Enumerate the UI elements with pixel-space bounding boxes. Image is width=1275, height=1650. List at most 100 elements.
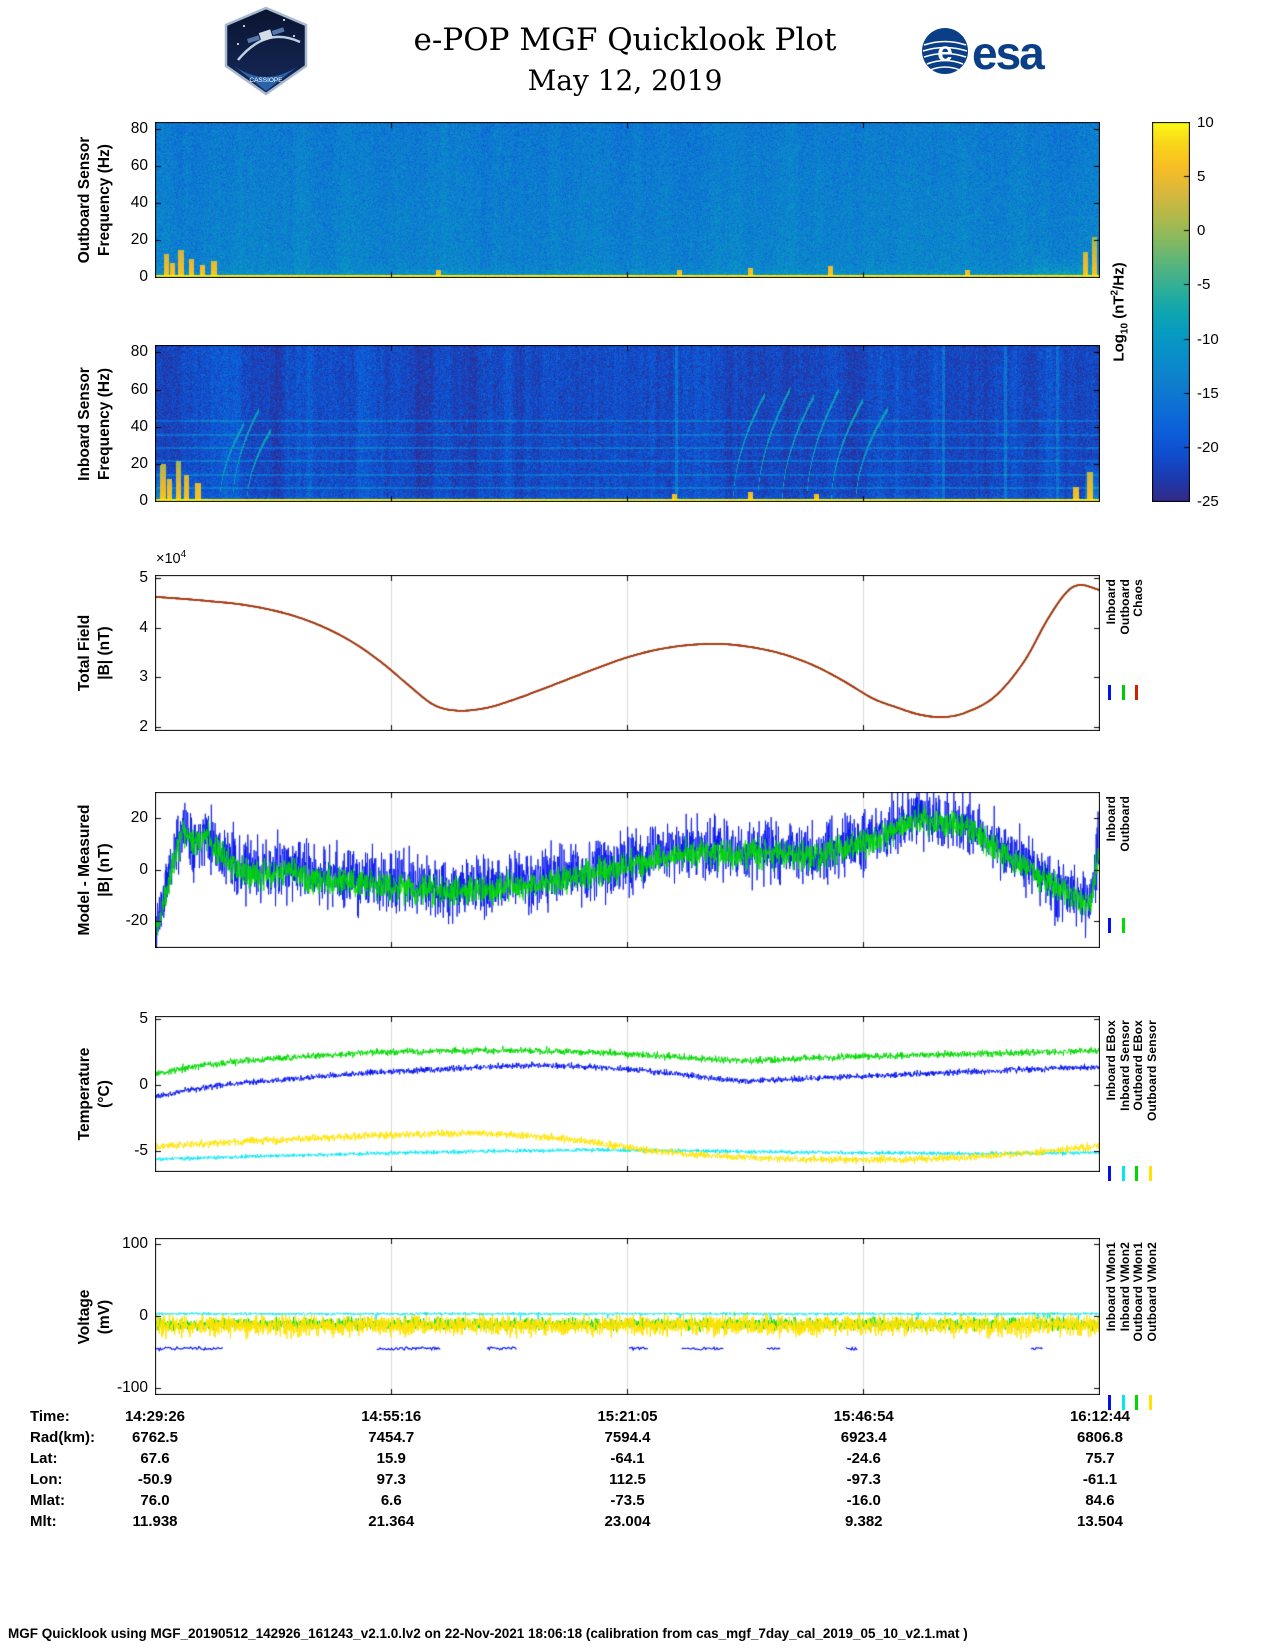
y-axis-label-line: (°C) (96, 1080, 113, 1108)
y-axis-label: Outboard Sensor Frequency (Hz) (75, 137, 115, 264)
temperature-panel (155, 1016, 1100, 1172)
legend-marker (1108, 1166, 1111, 1181)
legend-marker (1121, 1166, 1125, 1181)
legend-label: Inboard EBox (1104, 1020, 1118, 1101)
legend-label: Outboard (1117, 796, 1132, 852)
inboard-spectrogram-canvas (155, 345, 1100, 502)
legend-label: Outboard VMon2 (1144, 1242, 1159, 1342)
esa-globe-icon: e (922, 28, 968, 74)
axis-row-value: 6806.8 (1077, 1429, 1123, 1446)
colorbar-tick-label: 10 (1197, 114, 1214, 131)
legend-label: Inboard VMon1 (1104, 1242, 1118, 1332)
axis-row-label: Rad(km): (30, 1429, 96, 1446)
y-axis-label-line: (mV) (96, 1299, 113, 1334)
esa-logo: e esa (922, 27, 1047, 79)
colorbar-tick-label: -15 (1197, 384, 1219, 402)
axis-row-value: 23.004 (604, 1513, 651, 1530)
y-tick-label: -5 (134, 1142, 148, 1160)
axis-row-value: 15:46:54 (833, 1408, 894, 1425)
axis-row-value: -97.3 (846, 1471, 881, 1488)
legend-label: Inboard (1104, 796, 1118, 842)
y-axis-label: Voltage (mV) (75, 1289, 115, 1344)
colorbar-canvas (1152, 122, 1190, 502)
exponent-prefix: ×10 (156, 550, 181, 567)
colorbar-label-pre: Log (1110, 334, 1128, 362)
legend-marker (1121, 685, 1125, 700)
processing-footnote: MGF Quicklook using MGF_20190512_142926_… (8, 1626, 968, 1641)
voltage-canvas (155, 1238, 1100, 1395)
legend-label: Outboard EBox (1131, 1020, 1145, 1111)
axis-row-value: 14:29:26 (124, 1408, 186, 1425)
legend-marker (1135, 1166, 1138, 1181)
axis-row-value: 11.938 (132, 1513, 178, 1530)
colorbar-tick-label: -10 (1197, 330, 1219, 348)
title-block: e-POP MGF Quicklook Plot May 12, 2019 (0, 22, 1250, 97)
y-tick-label: 20 (130, 231, 148, 249)
legend-label: Outboard (1117, 579, 1132, 635)
legend-marker (1148, 1166, 1152, 1181)
colorbar (1152, 122, 1190, 502)
y-axis-label-line: Inboard Sensor (76, 366, 93, 481)
y-tick-label: -20 (125, 912, 148, 930)
y-tick-label: 3 (139, 668, 148, 686)
total-field-panel (155, 575, 1100, 731)
axis-row-value: 67.6 (140, 1450, 170, 1467)
colorbar-label-sub: 10 (1119, 322, 1131, 335)
y-tick-label: 40 (130, 194, 148, 212)
patch-earth (234, 66, 298, 91)
colorbar-label-post: /Hz) (1110, 262, 1128, 290)
y-axis-exponent-label: ×104 (156, 549, 186, 567)
axis-row-value: 16:12:44 (1069, 1408, 1131, 1425)
cassiope-mission-logo: CASSIOPE (224, 6, 308, 96)
axis-row-value: 9.382 (844, 1513, 883, 1530)
y-axis-label-line: Outboard Sensor (76, 136, 93, 264)
axis-row-value: 15.9 (376, 1450, 406, 1467)
y-tick-label: 4 (139, 618, 148, 636)
legend-marker (1108, 1395, 1111, 1410)
y-axis-label-line: |B| (nT) (96, 843, 113, 897)
y-axis-label: Model - Measured |B| (nT) (75, 805, 115, 936)
y-tick-label: 0 (139, 1307, 148, 1324)
legend-marker (1108, 685, 1111, 700)
y-tick-label: 80 (130, 120, 148, 138)
axis-row-label: Mlat: (30, 1492, 65, 1509)
y-tick-label: 0 (139, 268, 148, 285)
legend-marker (1135, 1395, 1138, 1410)
total-field-canvas (155, 575, 1100, 731)
y-axis-label-line: Frequency (Hz) (96, 144, 113, 256)
legend-label: Inboard (1104, 579, 1118, 625)
axis-row-value: -50.9 (137, 1471, 173, 1488)
y-axis-label: Inboard Sensor Frequency (Hz) (75, 367, 115, 481)
colorbar-tick-label: 5 (1197, 168, 1206, 186)
legend-marker (1148, 1395, 1152, 1410)
axis-row-value: 97.3 (376, 1471, 406, 1488)
y-tick-label: 0 (139, 1076, 148, 1094)
axis-row-value: 6762.5 (132, 1429, 178, 1446)
axis-row-value: 13.504 (1077, 1513, 1123, 1530)
outboard-spectrogram-canvas (155, 122, 1100, 278)
axis-row-value: 75.7 (1085, 1450, 1115, 1467)
y-tick-label: 80 (130, 343, 148, 361)
axis-row-value: -61.1 (1082, 1471, 1118, 1488)
model-minus-measured-canvas (155, 792, 1100, 948)
y-axis-label-line: Voltage (76, 1289, 93, 1344)
y-tick-label: 20 (130, 808, 148, 826)
y-tick-label: 100 (122, 1234, 148, 1252)
y-axis-label-line: Temperature (76, 1047, 93, 1141)
y-tick-label: 5 (139, 1010, 148, 1028)
colorbar-label: Log10 (nT2/Hz) (1110, 262, 1131, 361)
axis-row-value: 21.364 (368, 1513, 415, 1530)
colorbar-label-sup: 2 (1109, 289, 1121, 296)
axis-row-value: 15:21:05 (597, 1408, 658, 1425)
model-minus-measured-panel (155, 792, 1100, 948)
colorbar-tick-label: 0 (1197, 222, 1206, 240)
outboard-spectrogram-panel (155, 122, 1100, 278)
legend-label: Outboard VMon1 (1131, 1242, 1145, 1342)
patch-satellite-icon (247, 27, 285, 44)
y-axis-label: Total Field |B| (nT) (75, 615, 115, 691)
colorbar-label-mid: (nT (1110, 295, 1128, 323)
axis-row-label: Mlt: (30, 1513, 57, 1530)
y-axis-label-line: Model - Measured (76, 804, 93, 936)
y-axis-label: Temperature (°C) (75, 1048, 115, 1141)
colorbar-tick-label: -25 (1197, 493, 1219, 510)
